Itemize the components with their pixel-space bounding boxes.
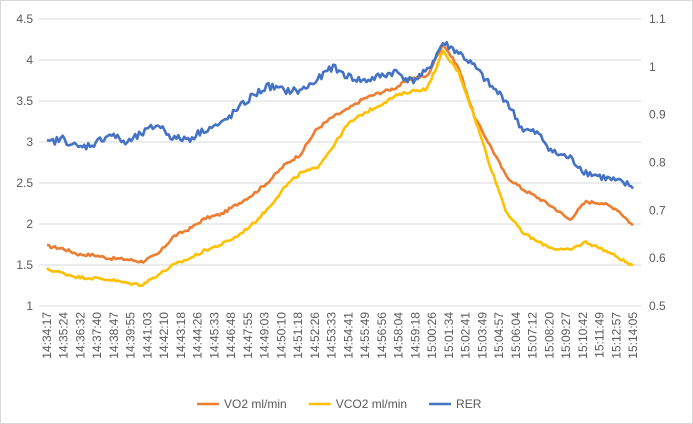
x-tick-label: 15:00:26 — [425, 312, 439, 359]
series-lines — [46, 41, 635, 288]
x-tick-label: 14:36:32 — [73, 312, 87, 359]
legend-label: VO2 ml/min — [224, 397, 287, 411]
x-tick-label: 15:04:57 — [492, 312, 506, 359]
y-right-tick-label: 0.8 — [649, 156, 666, 170]
x-tick-label: 15:14:05 — [626, 312, 640, 359]
y-left-tick-label: 1.5 — [16, 258, 33, 272]
x-tick-label: 14:50:10 — [274, 312, 288, 359]
legend-label: VCO2 ml/min — [336, 397, 407, 411]
y-right-tick-label: 0.9 — [649, 108, 666, 122]
x-tick-label: 14:41:03 — [140, 312, 154, 359]
x-tick-label: 15:10:42 — [576, 312, 590, 359]
x-tick-label: 14:54:41 — [341, 312, 355, 359]
y-left-tick-label: 4.5 — [16, 12, 33, 26]
gridlines — [39, 18, 641, 307]
x-tick-label: 14:51:18 — [291, 312, 305, 359]
x-tick-label: 14:59:18 — [408, 312, 422, 359]
x-tick-label: 14:38:47 — [107, 312, 121, 359]
x-tick-label: 15:07:12 — [526, 312, 540, 359]
x-tick-label: 14:49:03 — [258, 312, 272, 359]
x-tick-label: 14:37:40 — [90, 312, 104, 359]
series-line-3 — [46, 41, 635, 190]
y-left-tick-label: 4 — [26, 53, 33, 67]
x-tick-label: 15:12:57 — [609, 312, 623, 359]
legend: VO2 ml/min VCO2 ml/min RER — [197, 397, 482, 411]
x-tick-label: 14:43:18 — [174, 312, 188, 359]
y-right-tick-label: 1 — [649, 60, 656, 74]
y-right-tick-label: 0.7 — [649, 203, 666, 217]
x-tick-label: 14:34:17 — [40, 312, 54, 359]
x-tick-label: 15:02:41 — [459, 312, 473, 359]
x-axis: 14:34:17 14:35:24 14:36:32 14:37:40 14:38:47… — [40, 312, 640, 359]
y-axis-right: 0.5 0.6 0.7 0.8 0.9 1 1.1 — [649, 12, 666, 313]
y-left-tick-label: 2.5 — [16, 176, 33, 190]
legend-label: RER — [456, 397, 482, 411]
series-line-2 — [46, 49, 634, 288]
x-tick-label: 14:35:24 — [57, 312, 71, 359]
y-right-tick-label: 0.6 — [649, 251, 666, 265]
x-tick-label: 14:39:55 — [124, 312, 138, 359]
x-tick-label: 14:56:56 — [375, 312, 389, 359]
x-tick-label: 15:06:04 — [509, 312, 523, 359]
x-tick-label: 14:46:48 — [224, 312, 238, 359]
x-tick-label: 15:01:34 — [442, 312, 456, 359]
y-left-tick-label: 3.5 — [16, 94, 33, 108]
y-axis-left: 1 1.5 2 2.5 3 3.5 4 4.5 — [16, 12, 33, 313]
x-tick-label: 15:11:49 — [593, 312, 607, 358]
x-tick-label: 15:09:27 — [559, 312, 573, 359]
series-line-1 — [46, 42, 634, 264]
y-left-tick-label: 1 — [26, 299, 33, 313]
y-left-tick-label: 2 — [26, 217, 33, 231]
x-tick-label: 14:53:33 — [325, 312, 339, 359]
x-tick-label: 14:52:26 — [308, 312, 322, 359]
x-tick-label: 14:42:10 — [157, 312, 171, 359]
x-tick-label: 15:08:20 — [542, 312, 556, 359]
x-tick-label: 14:44:26 — [191, 312, 205, 359]
x-tick-label: 14:55:49 — [358, 312, 372, 359]
y-right-tick-label: 1.1 — [649, 12, 666, 26]
x-tick-label: 15:03:49 — [475, 312, 489, 359]
x-tick-label: 14:47:55 — [241, 312, 255, 359]
x-tick-label: 14:45:33 — [207, 312, 221, 359]
x-tick-label: 14:58:04 — [392, 312, 406, 359]
y-left-tick-label: 3 — [26, 135, 33, 149]
y-right-tick-label: 0.5 — [649, 299, 666, 313]
